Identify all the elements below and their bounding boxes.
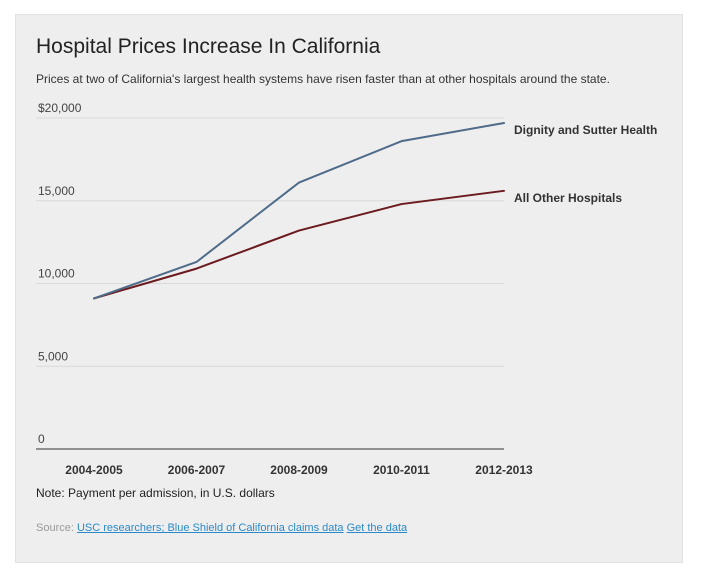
x-tick-label: 2008-2009 bbox=[270, 463, 328, 477]
x-tick-label: 2006-2007 bbox=[168, 463, 226, 477]
y-tick-label: 0 bbox=[38, 432, 45, 446]
y-tick-label: 5,000 bbox=[38, 349, 68, 363]
get-the-data-link[interactable]: Get the data bbox=[346, 522, 408, 534]
x-tick-label: 2012-2013 bbox=[475, 463, 533, 477]
series-label-all-other: All Other Hospitals bbox=[514, 191, 622, 205]
source-line: Source: USC researchers; Blue Shield of … bbox=[36, 522, 407, 534]
y-tick-label: $20,000 bbox=[38, 101, 82, 115]
source-prefix: Source: bbox=[36, 522, 77, 534]
x-tick-label: 2004-2005 bbox=[65, 463, 123, 477]
x-axis-tick-labels: 2004-2005 2006-2007 2008-2009 2010-2011 2012… bbox=[65, 463, 533, 477]
y-axis-tick-labels: 0 5,000 10,000 15,000 $20,000 bbox=[38, 101, 82, 446]
series-lines bbox=[93, 121, 505, 300]
chart-title: Hospital Prices Increase In California bbox=[36, 35, 381, 58]
chart-note: Note: Payment per admission, in U.S. dol… bbox=[36, 486, 275, 500]
series-line-dignity-sutter bbox=[93, 121, 505, 300]
source-link[interactable]: USC researchers; Blue Shield of Californ… bbox=[76, 522, 344, 534]
series-labels: Dignity and Sutter Health All Other Hospi… bbox=[514, 123, 657, 205]
chart-subtitle: Prices at two of California's largest he… bbox=[36, 72, 610, 86]
series-label-dignity-sutter: Dignity and Sutter Health bbox=[514, 123, 657, 137]
series-line-all-other bbox=[93, 189, 505, 300]
y-tick-label: 15,000 bbox=[38, 184, 75, 198]
y-tick-label: 10,000 bbox=[38, 267, 75, 281]
gridlines bbox=[36, 117, 504, 367]
x-tick-label: 2010-2011 bbox=[373, 463, 430, 477]
